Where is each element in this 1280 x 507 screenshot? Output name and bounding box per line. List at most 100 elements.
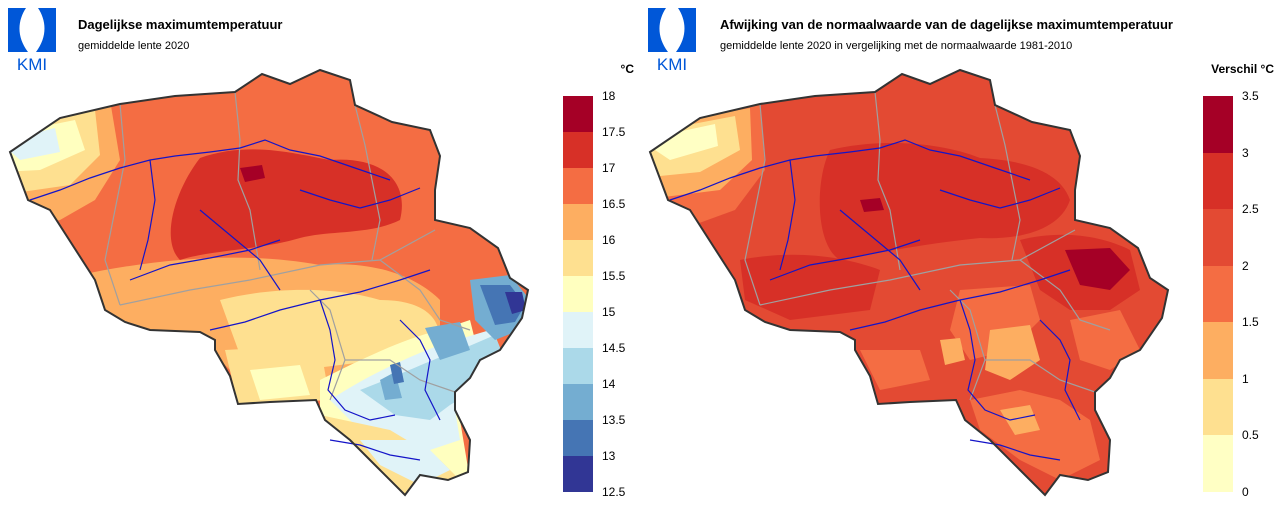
zone-hottest-1 [860, 198, 884, 212]
zone-west-hot [740, 254, 880, 320]
river-schelde [669, 139, 1031, 201]
river-haine [769, 239, 921, 281]
province-boundary-middle [759, 229, 1076, 306]
zone-gaume-mild [1000, 405, 1040, 435]
legend-tick-label: 3 [1242, 145, 1249, 160]
province-boundary-east [354, 104, 381, 261]
kmi-logo-icon: KMI [8, 8, 56, 74]
legend-tick-label: 14.5 [602, 341, 626, 355]
legend-tick-label: 13.5 [602, 413, 626, 427]
province-boundary-lux [985, 359, 1096, 393]
river-demer [299, 187, 421, 209]
legend-band [1203, 209, 1233, 266]
color-legend [563, 96, 593, 492]
legend-unit: Verschil °C [1211, 62, 1274, 76]
province-boundary-liege [379, 259, 471, 331]
logo-text: KMI [17, 55, 47, 72]
legend-band [563, 96, 593, 132]
legend-band [563, 312, 593, 348]
legend-band [563, 132, 593, 168]
legend-tick-label: 17 [602, 161, 616, 175]
river-haine [129, 239, 281, 281]
legend-band [1203, 435, 1233, 492]
legend-band [563, 384, 593, 420]
province-boundary-west [104, 103, 126, 306]
province-boundary-east [994, 104, 1021, 261]
map-subtitle: gemiddelde lente 2020 in vergelijking me… [720, 40, 1073, 52]
color-legend [1203, 96, 1233, 492]
province-boundary-west [744, 103, 766, 306]
legend-tick-label: 2 [1242, 258, 1249, 273]
legend-tick-label: 1.5 [1242, 315, 1259, 330]
river-dender [199, 209, 281, 291]
legend-band [1203, 378, 1233, 436]
river-meuse [959, 299, 1036, 421]
legend-tick-label: 2.5 [1242, 202, 1259, 217]
zone-southwest-warm [860, 350, 930, 390]
belgium-anomaly-map [649, 69, 1169, 496]
province-boundary-center [234, 91, 261, 271]
logo-text: KMI [657, 55, 687, 72]
legend-tick-label: 16.5 [602, 197, 626, 211]
map-title: Dagelijkse maximumtemperatuur [78, 17, 283, 32]
river-ourthe [399, 319, 441, 421]
legend-tick-label: 18 [602, 89, 616, 103]
zone-south-mild-2 [940, 338, 965, 365]
river-demer [939, 187, 1061, 209]
river-leie [139, 159, 156, 271]
legend-band [563, 168, 593, 204]
zone-hottest-2 [1065, 248, 1130, 290]
kmi-logo-icon: KMI [648, 8, 696, 74]
legend-tick-label: 17.5 [602, 125, 626, 139]
legend-ticks: 18 17.5 17 16.5 16 15.5 15 14.5 14 13.5 13 12.5 [602, 89, 638, 499]
legend-ticks: 3.5 3 2.5 2 1.5 1 0.5 0 [1242, 89, 1278, 499]
zone-gaume-cool [360, 440, 450, 485]
province-boundary-middle [119, 229, 436, 306]
zone-ardennes-cooler [360, 335, 505, 420]
panel-max-temperature: KMI Dagelijkse maximumtemperatuur gemidd… [6, 4, 638, 499]
legend-tick-label: 0.5 [1242, 428, 1259, 443]
zone-hottest [240, 165, 265, 182]
legend-tick-label: 0 [1242, 485, 1249, 499]
legend-band [563, 420, 593, 456]
zone-coast-cool [10, 128, 60, 160]
zone-cold-2 [425, 322, 470, 360]
legend-band [563, 204, 593, 240]
legend-band [1203, 96, 1233, 153]
legend-tick-label: 3.5 [1242, 89, 1259, 103]
zone-coast-cool [650, 124, 718, 160]
legend-tick-label: 15 [602, 305, 616, 319]
river-schelde [29, 139, 391, 201]
zone-center-hot [170, 149, 402, 260]
legend-band [563, 456, 593, 492]
province-boundary-center [874, 91, 901, 271]
river-ourthe [1039, 319, 1081, 421]
river-meuse [319, 299, 396, 421]
river-leie [779, 159, 796, 271]
legend-tick-label: 16 [602, 233, 616, 247]
belgium-temperature-map [9, 69, 529, 496]
zone-coldest [505, 292, 526, 314]
map-title: Afwijking van de normaalwaarde van de da… [720, 17, 1173, 32]
river-dender [839, 209, 921, 291]
legend-band [563, 348, 593, 384]
kmi-logo: KMI [6, 4, 58, 74]
kmi-logo: KMI [646, 4, 698, 74]
legend-band [1203, 152, 1233, 210]
zone-south-mild [985, 325, 1040, 380]
zone-east-warm [1070, 310, 1140, 370]
map-subtitle: gemiddelde lente 2020 [78, 40, 190, 52]
legend-tick-label: 13 [602, 449, 616, 463]
panel-temperature-anomaly: KMI Afwijking van de normaalwaarde van d… [640, 0, 1280, 507]
legend-unit: °C [620, 62, 634, 76]
legend-band [1203, 265, 1233, 323]
legend-tick-label: 12.5 [602, 485, 626, 499]
river-semois [969, 439, 1061, 461]
legend-band [1203, 322, 1233, 379]
zone-south-neutral [250, 365, 310, 400]
river-semois [329, 439, 421, 461]
legend-tick-label: 14 [602, 377, 616, 391]
province-boundary-liege [1019, 259, 1111, 331]
legend-band [563, 276, 593, 312]
province-boundary-lux [345, 359, 456, 393]
